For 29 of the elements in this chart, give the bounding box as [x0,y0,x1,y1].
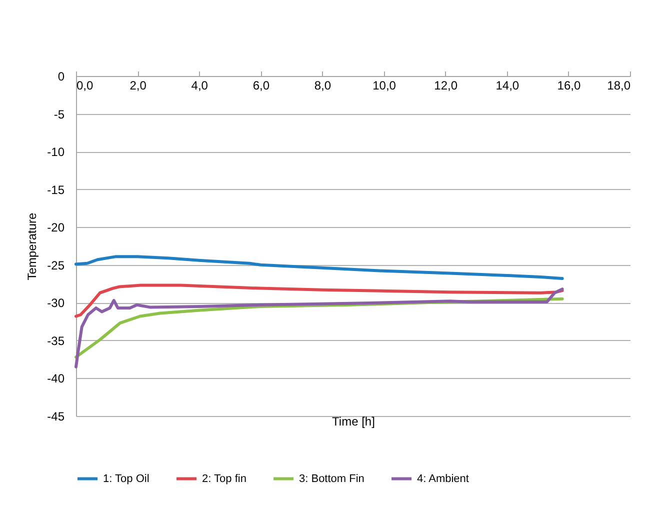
line-series [74,288,564,368]
x-tick-label: 12,0 [434,78,458,92]
y-tick-label: -30 [47,296,65,310]
y-tick-label: -40 [47,372,65,386]
legend-label: 1: Top Oil [103,472,150,485]
x-tick-label: 6,0 [252,78,270,92]
y-tick-label: -25 [47,258,65,272]
x-tick-label: 8,0 [314,78,332,92]
y-tick-label: -5 [54,107,65,122]
legend-label: 3: Bottom Fin [299,472,364,485]
y-tick-label: -20 [47,220,65,235]
x-tick-label: 4,0 [191,78,208,92]
x-tick-label: 2,0 [130,78,147,92]
line-series [74,284,564,318]
y-tick-label: -10 [47,145,65,160]
y-axis-title: Temperature [25,212,40,280]
y-tick-label: -45 [47,410,65,424]
line-series [74,255,564,280]
y-tick-label: -35 [47,334,65,348]
y-tick-label: -15 [47,182,65,197]
x-tick-label: 0,0 [76,78,94,92]
x-tick-label: 16,0 [557,78,581,92]
y-tick-label: 0 [58,70,65,84]
legend-label: 2: Top fin [202,472,246,485]
x-tick-label: 10,0 [372,78,396,92]
x-axis-title: Time [h] [332,414,375,428]
x-tick-label: 14,0 [496,78,520,92]
x-tick-label: 18,0 [607,78,631,92]
legend-label: 4: Ambient [417,472,469,485]
